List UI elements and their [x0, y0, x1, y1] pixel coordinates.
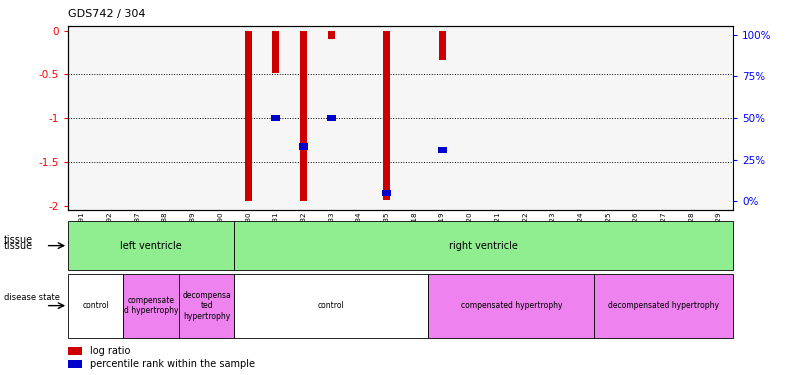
Bar — [179, 26, 207, 210]
Bar — [382, 190, 391, 196]
Bar — [439, 31, 445, 60]
Bar — [567, 26, 594, 210]
Bar — [151, 26, 179, 210]
Text: decompensa
ted
hypertrophy: decompensa ted hypertrophy — [182, 291, 231, 321]
Bar — [123, 274, 179, 338]
Bar — [678, 26, 705, 210]
Bar — [328, 31, 335, 39]
Bar — [622, 26, 650, 210]
Text: left ventricle: left ventricle — [120, 241, 182, 250]
Text: compensate
d hypertrophy: compensate d hypertrophy — [124, 296, 179, 315]
Bar — [68, 347, 83, 355]
Bar — [650, 26, 678, 210]
Bar — [429, 26, 456, 210]
Bar — [383, 31, 390, 200]
Text: decompensated hypertrophy: decompensated hypertrophy — [608, 301, 719, 310]
Bar — [300, 31, 307, 201]
Bar — [179, 274, 235, 338]
Text: right ventricle: right ventricle — [449, 241, 518, 250]
Bar — [68, 274, 123, 338]
Bar — [290, 26, 317, 210]
Bar — [594, 26, 622, 210]
Bar — [272, 115, 280, 121]
Bar — [96, 26, 123, 210]
Text: disease state: disease state — [4, 294, 60, 303]
Bar — [299, 143, 308, 150]
Text: percentile rank within the sample: percentile rank within the sample — [91, 359, 255, 369]
Bar — [262, 26, 290, 210]
Bar — [235, 26, 262, 210]
Bar — [68, 26, 96, 210]
Text: GDS742 / 304: GDS742 / 304 — [68, 9, 146, 19]
Bar — [437, 147, 446, 153]
Bar — [594, 274, 733, 338]
Text: log ratio: log ratio — [91, 346, 131, 356]
Bar — [456, 26, 484, 210]
Bar — [345, 26, 372, 210]
Text: tissue: tissue — [4, 235, 33, 245]
Bar — [372, 26, 400, 210]
Bar — [68, 360, 83, 368]
Text: tissue: tissue — [4, 241, 33, 250]
Bar — [235, 221, 733, 270]
Text: control: control — [318, 301, 344, 310]
Bar — [484, 26, 511, 210]
Bar — [317, 26, 345, 210]
Bar — [207, 26, 235, 210]
Bar — [705, 26, 733, 210]
Bar — [539, 26, 567, 210]
Bar — [244, 31, 252, 201]
Bar — [511, 26, 539, 210]
Bar — [400, 26, 429, 210]
Bar — [429, 274, 594, 338]
Bar — [68, 221, 235, 270]
Bar — [327, 115, 336, 121]
Text: control: control — [83, 301, 109, 310]
Bar — [123, 26, 151, 210]
Bar — [235, 274, 429, 338]
Bar — [272, 31, 280, 73]
Text: compensated hypertrophy: compensated hypertrophy — [461, 301, 562, 310]
